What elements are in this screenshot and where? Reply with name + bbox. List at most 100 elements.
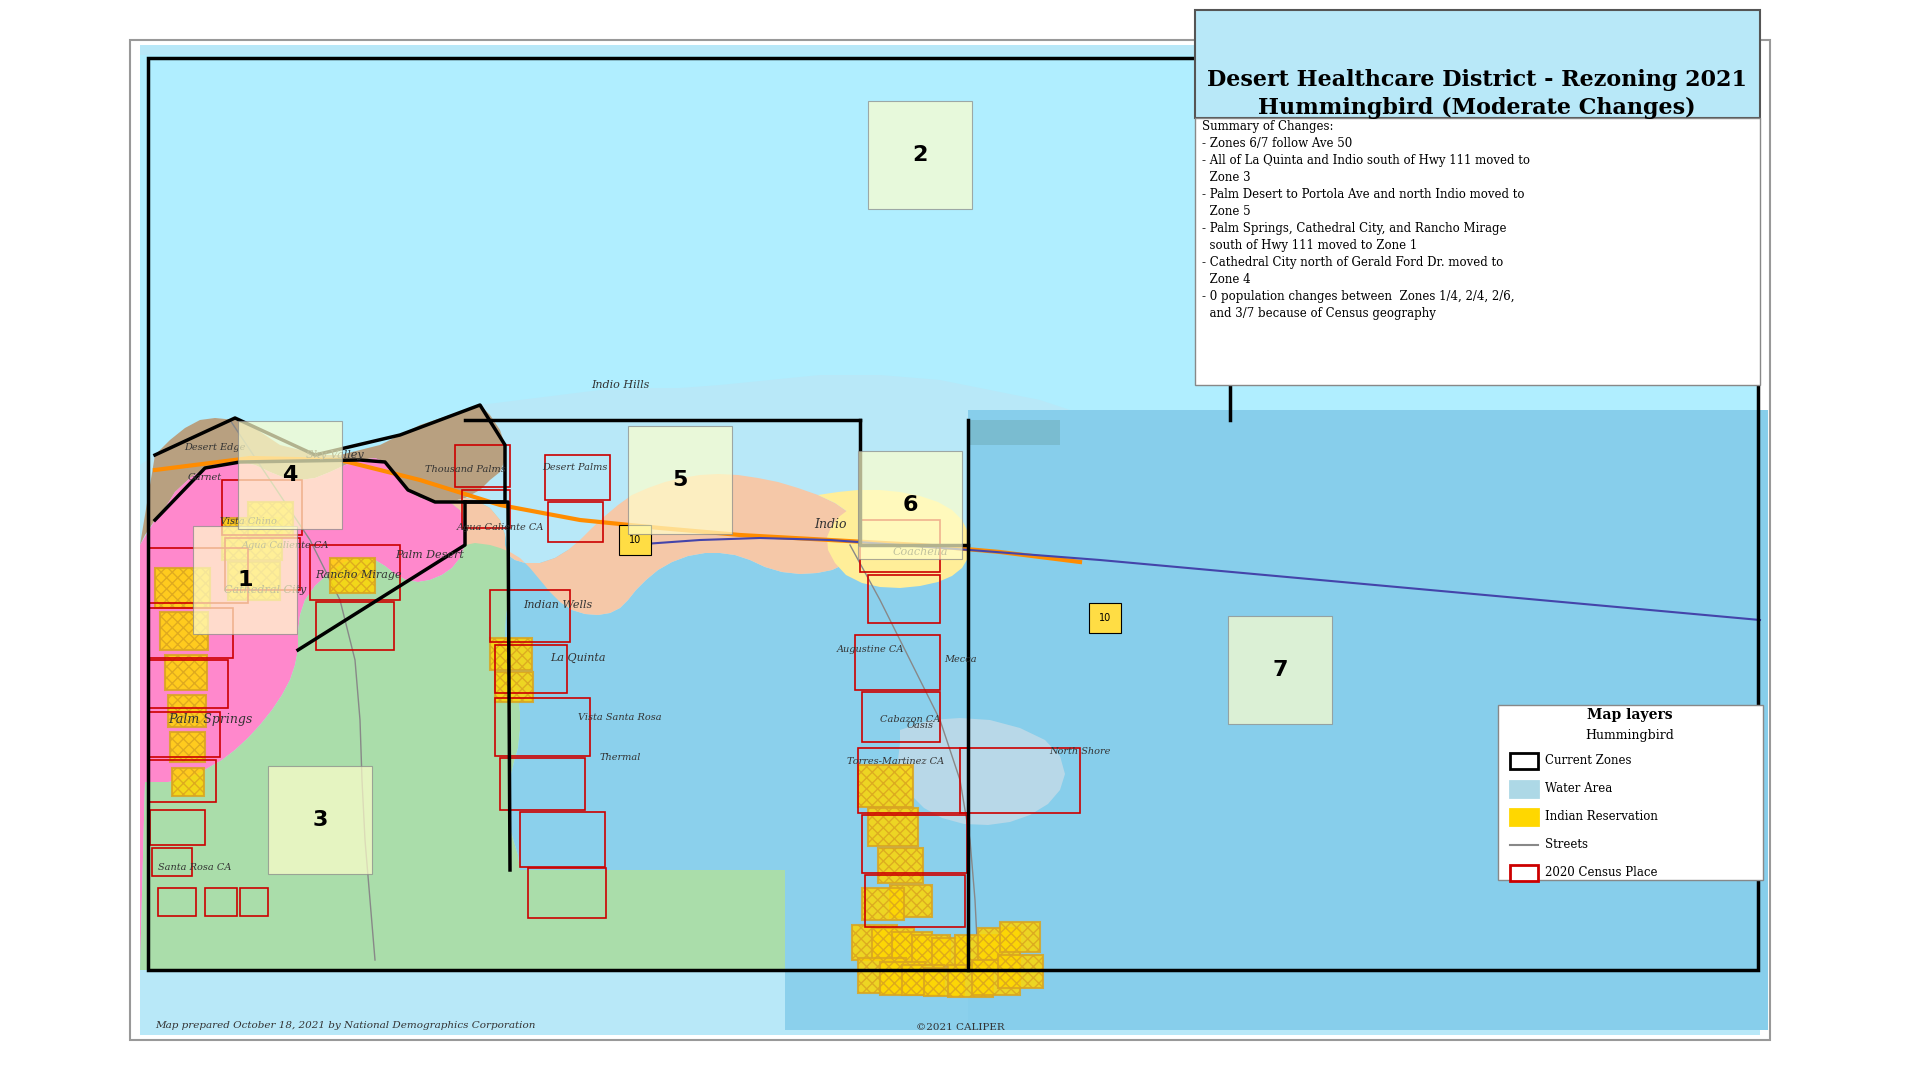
Text: Sky Valley: Sky Valley — [305, 450, 363, 460]
Text: Desert Edge: Desert Edge — [184, 444, 246, 453]
Text: Oasis: Oasis — [906, 720, 933, 729]
Bar — [156, 568, 209, 608]
Bar — [877, 848, 924, 883]
Bar — [852, 924, 897, 960]
Text: Cabazon CA: Cabazon CA — [879, 715, 941, 725]
Bar — [547, 502, 603, 542]
Bar — [931, 939, 968, 966]
Bar — [868, 575, 941, 623]
Bar — [171, 732, 205, 762]
Bar — [972, 960, 1020, 995]
Bar — [866, 875, 966, 927]
Bar — [152, 848, 192, 876]
Text: Streets: Streets — [1546, 838, 1588, 851]
Text: Current Zones: Current Zones — [1546, 755, 1632, 768]
Text: Agua Caliente CA: Agua Caliente CA — [242, 540, 328, 550]
Bar — [490, 590, 570, 642]
Text: 3: 3 — [313, 810, 328, 831]
Text: 2020 Census Place: 2020 Census Place — [1546, 866, 1657, 879]
Bar — [1498, 705, 1763, 880]
Bar — [948, 966, 993, 997]
Bar — [131, 40, 1770, 1040]
Text: Map layers: Map layers — [1588, 708, 1672, 723]
Bar — [159, 612, 207, 650]
Text: North Shore: North Shore — [1050, 747, 1110, 756]
Text: 7: 7 — [1273, 660, 1288, 680]
Text: Hummingbird (Moderate Changes): Hummingbird (Moderate Changes) — [1258, 97, 1695, 119]
Bar — [455, 445, 511, 487]
Polygon shape — [140, 405, 505, 545]
Bar — [495, 672, 534, 702]
Bar — [520, 812, 605, 867]
Bar — [960, 748, 1079, 813]
Bar — [1194, 10, 1761, 118]
Bar — [1194, 118, 1761, 384]
Text: Torres-Martinez CA: Torres-Martinez CA — [847, 757, 945, 767]
Bar — [1000, 922, 1041, 951]
Bar — [872, 928, 914, 960]
Bar — [240, 888, 269, 916]
Bar — [858, 748, 968, 813]
Bar — [173, 768, 204, 796]
Bar — [140, 45, 1761, 1035]
Polygon shape — [140, 55, 1761, 465]
Bar — [545, 455, 611, 500]
Bar — [862, 888, 904, 920]
Bar — [317, 602, 394, 650]
Polygon shape — [449, 474, 860, 615]
Text: Rancho Mirage: Rancho Mirage — [315, 570, 401, 580]
Text: Santa Rosa CA: Santa Rosa CA — [157, 864, 232, 873]
Bar — [868, 808, 918, 846]
Bar — [1509, 865, 1538, 881]
Bar — [225, 538, 300, 590]
Text: 1: 1 — [238, 570, 253, 590]
Polygon shape — [140, 498, 785, 970]
Bar — [977, 928, 1020, 960]
Bar — [169, 696, 205, 727]
Bar — [858, 765, 914, 807]
Text: ©2021 CALIPER: ©2021 CALIPER — [916, 1024, 1004, 1032]
Text: Indio Hills: Indio Hills — [591, 380, 649, 390]
Bar — [148, 660, 228, 708]
Text: Thousand Palms: Thousand Palms — [424, 465, 505, 474]
Bar — [490, 638, 532, 670]
Bar — [205, 888, 236, 916]
Bar — [499, 758, 586, 810]
Text: Palm Desert: Palm Desert — [396, 550, 465, 561]
Bar — [862, 815, 968, 873]
Bar — [148, 548, 248, 603]
Text: Water Area: Water Area — [1546, 783, 1613, 796]
Text: Thermal: Thermal — [599, 754, 641, 762]
Bar — [148, 608, 232, 658]
Bar — [165, 654, 207, 690]
Polygon shape — [140, 458, 465, 970]
Polygon shape — [968, 420, 1060, 445]
Bar — [912, 935, 950, 966]
Text: Map prepared October 18, 2021 by National Demographics Corporation: Map prepared October 18, 2021 by Nationa… — [156, 1021, 536, 1029]
Bar — [902, 966, 945, 995]
Bar — [1509, 809, 1538, 825]
Bar — [528, 868, 607, 918]
Bar — [924, 968, 964, 996]
Text: Summary of Changes:
- Zones 6/7 follow Ave 50
- All of La Quinta and Indio south: Summary of Changes: - Zones 6/7 follow A… — [1202, 120, 1530, 320]
Text: 10: 10 — [1098, 613, 1112, 623]
Bar — [1509, 753, 1538, 769]
Bar — [1509, 781, 1538, 797]
Bar — [893, 932, 931, 962]
Bar — [309, 545, 399, 600]
Text: 2: 2 — [912, 145, 927, 165]
Bar — [223, 518, 282, 561]
Text: Garnet: Garnet — [188, 473, 223, 483]
Bar — [248, 502, 294, 537]
Text: 10: 10 — [630, 535, 641, 545]
Bar — [891, 885, 931, 917]
Text: La Quinta: La Quinta — [551, 653, 605, 663]
Text: 6: 6 — [902, 495, 918, 515]
Bar — [854, 635, 941, 690]
Bar — [157, 888, 196, 916]
Text: Indian Reservation: Indian Reservation — [1546, 810, 1657, 823]
Bar — [463, 490, 511, 528]
Text: Augustine CA: Augustine CA — [837, 646, 904, 654]
Text: 4: 4 — [282, 465, 298, 485]
Bar — [860, 519, 941, 572]
